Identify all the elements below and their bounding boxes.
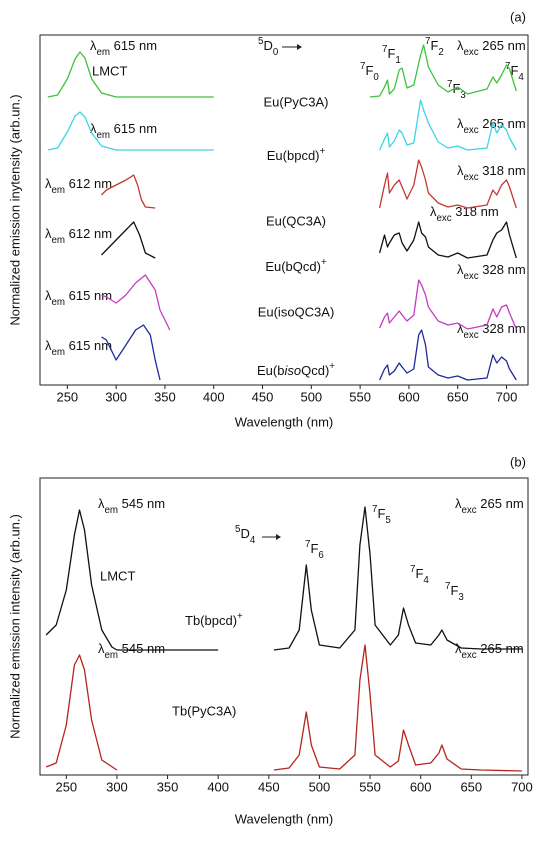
annotation: 5D0 [258, 36, 279, 58]
spectrum-line [101, 324, 517, 381]
plot-frame [39, 34, 529, 386]
x-tick-label: 600 [398, 389, 420, 404]
annotation: 7F4 [410, 564, 429, 586]
annotation: λexc 318 nm [430, 204, 499, 224]
series-label: Eu(bisoQcd)+ [257, 361, 335, 378]
spectrum-line [101, 159, 517, 209]
x-tick-label: 350 [157, 779, 179, 794]
annotation: 7F2 [425, 36, 444, 58]
x-tick-label: 550 [349, 389, 371, 404]
x-tick-label: 600 [410, 779, 432, 794]
x-tick-label: 300 [106, 779, 128, 794]
x-tick-label: 350 [154, 389, 176, 404]
x-tick-label: 250 [55, 779, 77, 794]
annotation: λem 615 nm [90, 121, 157, 141]
annotation: 7F0 [360, 61, 379, 83]
annotation: λexc 328 nm [457, 321, 526, 341]
spectrum-line [101, 274, 517, 331]
series-label: Tb(bpcd)+ [185, 611, 243, 628]
x-tick-label: 250 [56, 389, 78, 404]
annotation: λem 612 nm [45, 176, 112, 196]
annotation: λexc 265 nm [455, 496, 524, 516]
x-tick-label: 500 [309, 779, 331, 794]
annotation: λexc 328 nm [457, 262, 526, 282]
annotation: λexc 265 nm [457, 116, 526, 136]
annotation: LMCT [100, 568, 135, 583]
series-label: Tb(PyC3A) [172, 703, 236, 718]
x-axis-label: Wavelength (nm) [235, 811, 334, 826]
x-tick-label: 550 [359, 779, 381, 794]
x-tick-label: 400 [203, 389, 225, 404]
y-axis-label: Normalized emission intensity (arb.un.) [7, 514, 22, 739]
annotation: 7F1 [382, 44, 401, 66]
annotation: λem 545 nm [98, 641, 165, 661]
series-label: Eu(PyC3A) [263, 94, 328, 109]
annotation: λem 612 nm [45, 226, 112, 246]
annotation: 5D4 [235, 524, 256, 546]
annotation: λexc 318 nm [457, 163, 526, 183]
x-tick-label: 300 [105, 389, 127, 404]
y-axis-label: Normalized emission inytensity (arb.un.) [7, 94, 22, 325]
spectrum-line [45, 506, 522, 651]
annotation: λexc 265 nm [457, 38, 526, 58]
annotation: λem 615 nm [45, 288, 112, 308]
annotation: λem 615 nm [90, 38, 157, 58]
x-axis-label: Wavelength (nm) [235, 414, 334, 429]
x-tick-label: 400 [207, 779, 229, 794]
x-tick-label: 450 [258, 779, 280, 794]
annotation: 7F5 [372, 504, 391, 526]
x-tick-label: 500 [300, 389, 322, 404]
series-label: Eu(bpcd)+ [267, 146, 326, 163]
series-label: Eu(bQcd)+ [265, 257, 327, 274]
panel-label: (b) [510, 454, 526, 469]
x-tick-label: 700 [511, 779, 533, 794]
spectrum-line [47, 99, 517, 151]
annotation: 7F6 [305, 539, 324, 561]
spectrum-line [47, 44, 517, 98]
panel-label: (a) [510, 9, 526, 24]
x-tick-label: 650 [460, 779, 482, 794]
spectrum-line [45, 644, 522, 772]
arrow-head [297, 44, 302, 50]
series-label: Eu(QC3A) [266, 213, 326, 228]
annotation: λexc 265 nm [455, 641, 524, 661]
series-label: Eu(isoQC3A) [258, 304, 335, 319]
plot-frame [39, 477, 529, 776]
annotation: 7F4 [505, 61, 524, 83]
annotation: 7F3 [445, 581, 464, 603]
annotation: λem 545 nm [98, 496, 165, 516]
arrow-head [276, 534, 281, 540]
x-tick-label: 450 [252, 389, 274, 404]
annotation: 7F3 [447, 79, 466, 101]
annotation: LMCT [92, 63, 127, 78]
x-tick-label: 700 [496, 389, 518, 404]
annotation: λem 615 nm [45, 338, 112, 358]
spectrum-line [101, 221, 517, 259]
x-tick-label: 650 [447, 389, 469, 404]
